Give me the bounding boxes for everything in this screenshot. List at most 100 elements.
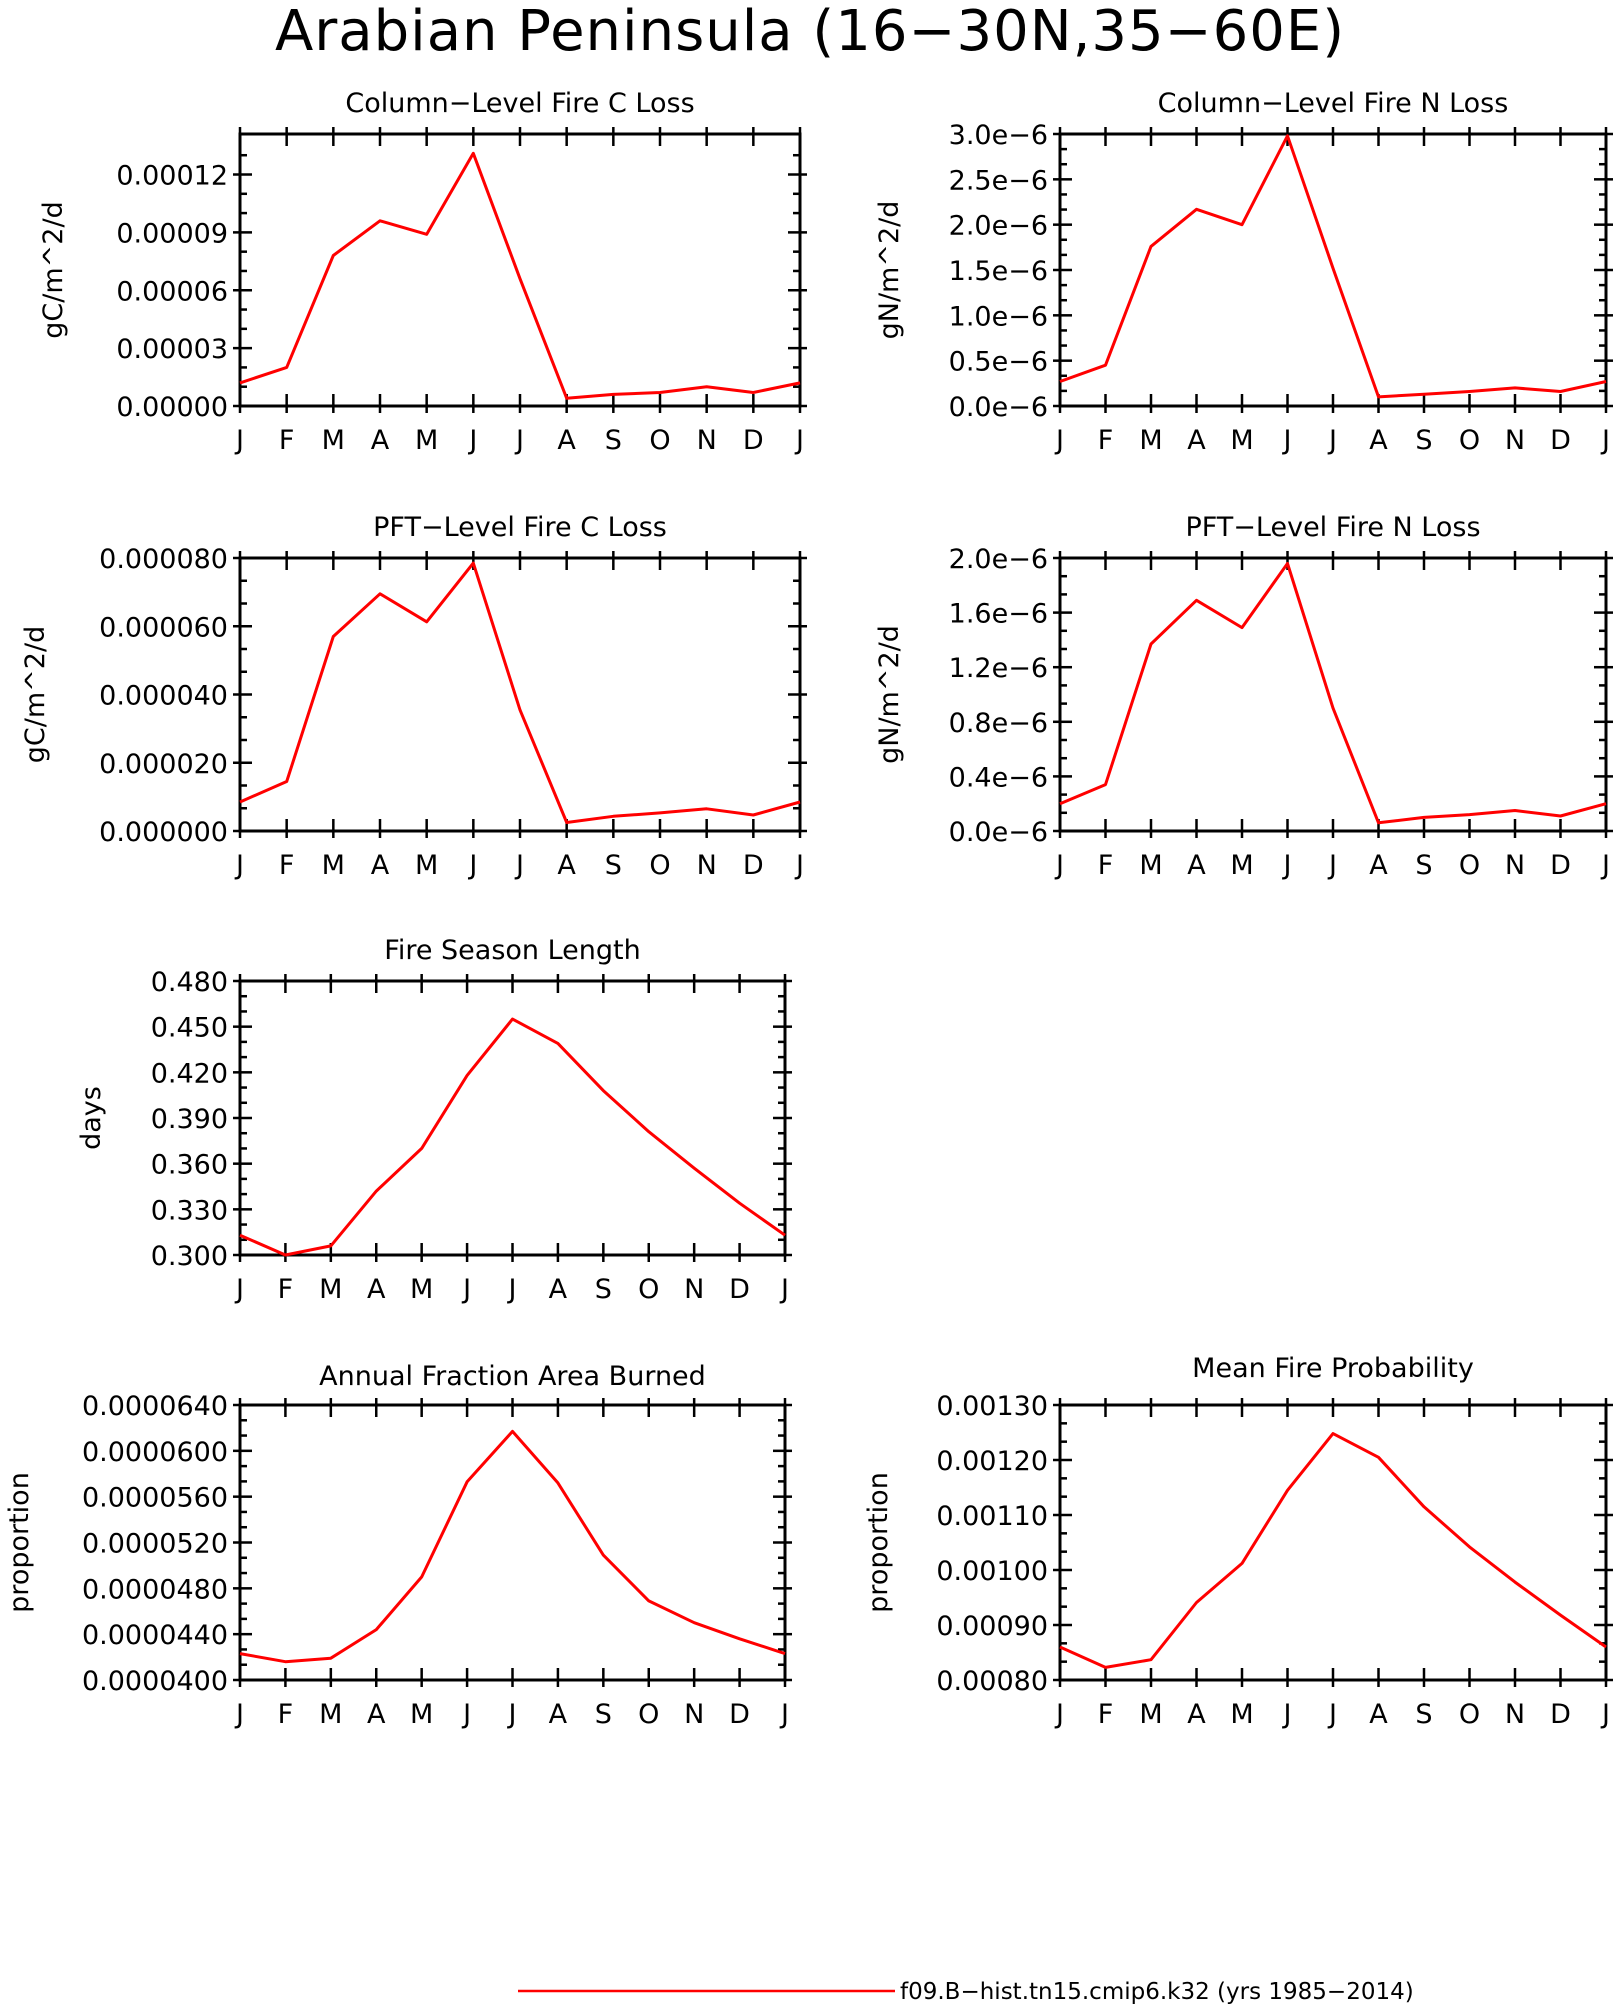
x-tick-label: A [371, 425, 390, 456]
y-tick-label: 0.0000480 [82, 1574, 228, 1605]
x-tick-label: M [1139, 1699, 1162, 1730]
x-tick-label: D [743, 425, 764, 456]
legend-label: f09.B−hist.tn15.cmip6.k32 (yrs 1985−2014… [900, 1979, 1414, 2005]
y-tick-label: 0.330 [151, 1195, 228, 1226]
x-tick-label: N [684, 1274, 704, 1305]
x-tick-label: S [1415, 425, 1432, 456]
x-tick-label: F [279, 850, 295, 881]
series-line [1059, 1432, 1607, 1669]
x-tick-label: N [684, 1699, 704, 1730]
x-tick-label: A [1187, 425, 1206, 456]
plot-frame [238, 132, 802, 408]
y-tick-label: 0.000080 [99, 544, 228, 575]
y-tick-label: 0.0e−6 [949, 392, 1048, 423]
y-tick-label: 1.6e−6 [949, 599, 1048, 630]
x-tick-label: F [278, 1274, 294, 1305]
x-tick-label: A [367, 1274, 386, 1305]
x-tick-label: D [743, 850, 764, 881]
x-tick-label: N [1505, 850, 1525, 881]
y-tick-label: 0.00100 [936, 1556, 1048, 1587]
series-line [1059, 562, 1607, 825]
panel-title: Column−Level Fire C Loss [345, 88, 694, 119]
x-tick-label: M [319, 1274, 342, 1305]
y-tick-label: 0.000060 [99, 612, 228, 643]
x-tick-label: A [1187, 1699, 1206, 1730]
series-line [239, 561, 801, 824]
y-tick-label: 0.0000400 [82, 1666, 228, 1697]
series-line [239, 151, 801, 400]
x-tick-label: M [1139, 850, 1162, 881]
x-tick-label: N [697, 850, 717, 881]
x-tick-label: N [1505, 1699, 1525, 1730]
x-tick-label: M [410, 1699, 433, 1730]
y-tick-label: 0.8e−6 [949, 708, 1048, 739]
y-axis-label: proportion [863, 1472, 894, 1613]
x-tick-label: O [1459, 425, 1480, 456]
y-tick-label: 0.390 [151, 1104, 228, 1135]
x-tick-label: A [557, 425, 576, 456]
y-tick-label: 0.0000640 [82, 1391, 228, 1422]
x-tick-label: J [1327, 1699, 1337, 1730]
x-tick-label: J [1282, 1699, 1292, 1730]
x-tick-label: J [467, 425, 477, 456]
x-tick-label: S [595, 1699, 612, 1730]
x-tick-label: A [1369, 425, 1388, 456]
x-tick-label: M [322, 425, 345, 456]
x-tick-label: F [1098, 1699, 1114, 1730]
x-tick-label: J [794, 850, 804, 881]
x-tick-label: O [649, 425, 670, 456]
x-tick-label: J [1054, 850, 1064, 881]
x-tick-label: J [461, 1699, 471, 1730]
x-tick-label: A [1187, 850, 1206, 881]
x-tick-label: D [1550, 425, 1571, 456]
y-tick-label: 0.0000560 [82, 1483, 228, 1514]
y-tick-label: 1.2e−6 [949, 653, 1048, 684]
y-tick-label: 0.4e−6 [949, 762, 1048, 793]
x-tick-label: D [1550, 850, 1571, 881]
x-tick-label: O [1459, 1699, 1480, 1730]
x-tick-label: J [794, 425, 804, 456]
x-tick-label: S [605, 425, 622, 456]
y-tick-label: 0.0000520 [82, 1529, 228, 1560]
series-line [239, 1017, 786, 1257]
legend: f09.B−hist.tn15.cmip6.k32 (yrs 1985−2014… [518, 1979, 1414, 2005]
x-tick-label: A [1369, 850, 1388, 881]
x-tick-label: S [1415, 850, 1432, 881]
x-tick-label: J [467, 850, 477, 881]
x-tick-label: O [638, 1699, 659, 1730]
plot-frame [238, 1403, 787, 1682]
x-tick-label: S [1415, 1699, 1432, 1730]
y-tick-label: 0.00090 [936, 1611, 1048, 1642]
x-tick-label: J [1054, 425, 1064, 456]
y-tick-label: 0.0e−6 [949, 817, 1048, 848]
x-tick-label: J [507, 1699, 517, 1730]
y-tick-label: 2.5e−6 [949, 165, 1048, 196]
x-tick-label: F [1098, 425, 1114, 456]
panel-title: PFT−Level Fire N Loss [1185, 512, 1480, 543]
y-axis-label: gC/m^2/d [38, 201, 69, 338]
figure-title: Arabian Peninsula (16−30N,35−60E) [275, 0, 1345, 64]
y-tick-label: 0.480 [151, 967, 228, 998]
series-line [1059, 134, 1607, 399]
x-tick-label: J [1054, 1699, 1064, 1730]
y-tick-label: 0.00080 [936, 1666, 1048, 1697]
y-tick-label: 2.0e−6 [949, 211, 1048, 242]
x-tick-label: J [1282, 850, 1292, 881]
y-tick-label: 3.0e−6 [949, 120, 1048, 151]
y-tick-label: 0.450 [151, 1013, 228, 1044]
x-tick-label: N [1505, 425, 1525, 456]
x-tick-label: M [415, 850, 438, 881]
x-tick-label: M [1230, 1699, 1253, 1730]
plot-frame [1058, 1403, 1608, 1682]
y-tick-label: 0.000020 [99, 749, 228, 780]
y-tick-label: 0.00120 [936, 1446, 1048, 1477]
series-line [239, 1429, 786, 1664]
y-tick-label: 0.00130 [936, 1391, 1048, 1422]
x-tick-label: F [278, 1699, 294, 1730]
y-axis-label: gN/m^2/d [874, 201, 905, 340]
